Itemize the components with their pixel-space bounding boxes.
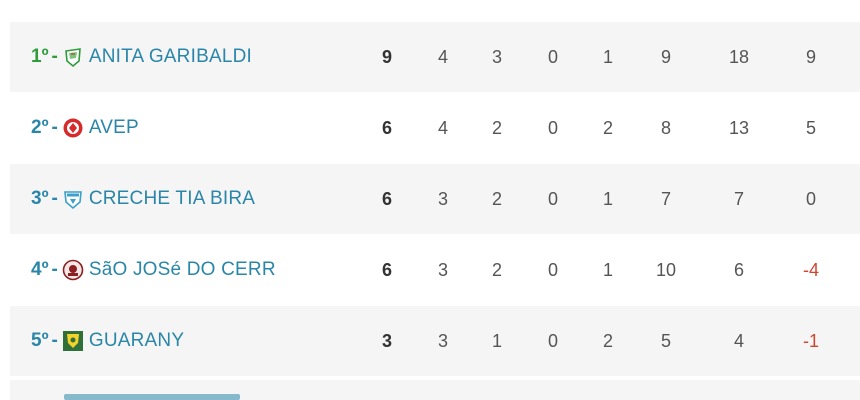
separator: - xyxy=(51,46,58,67)
draws: 0 xyxy=(547,46,558,67)
goals-for: 5 xyxy=(660,330,671,351)
losses: 2 xyxy=(602,330,613,351)
cut-off-row-content xyxy=(64,394,240,400)
goals-against: 18 xyxy=(728,46,750,67)
standings-table: 1º - ANITA GARIBALDI 9 4 3 0 1 9 18 9 2º… xyxy=(10,22,860,377)
goals-against: 6 xyxy=(733,259,744,280)
team-name: AVEP xyxy=(88,117,139,138)
goal-difference: 5 xyxy=(805,117,816,138)
team-cell[interactable]: 3º - CRECHE TIA BIRA xyxy=(31,188,255,210)
guarany-crest-icon xyxy=(62,331,83,351)
team-cell[interactable]: 5º - GUARANY xyxy=(31,330,184,352)
draws: 0 xyxy=(547,188,558,209)
draws: 0 xyxy=(547,117,558,138)
wins: 2 xyxy=(491,259,502,280)
games: 4 xyxy=(437,46,448,67)
position: 2º xyxy=(31,117,49,138)
games: 4 xyxy=(437,117,448,138)
points: 6 xyxy=(381,188,392,209)
table-row: 1º - ANITA GARIBALDI 9 4 3 0 1 9 18 9 xyxy=(10,22,860,93)
points: 6 xyxy=(381,117,392,138)
table-row: 2º - AVEP 6 4 2 0 2 8 13 5 xyxy=(10,93,860,164)
draws: 0 xyxy=(547,330,558,351)
goals-against: 13 xyxy=(728,117,750,138)
goal-difference: 9 xyxy=(805,46,816,67)
points: 9 xyxy=(381,46,392,67)
position: 4º xyxy=(31,259,49,280)
table-row: 5º - GUARANY 3 3 1 0 2 5 4 -1 xyxy=(10,306,860,377)
wins: 2 xyxy=(491,188,502,209)
team-name: CRECHE TIA BIRA xyxy=(88,188,256,209)
points: 3 xyxy=(381,330,392,351)
goals-for: 8 xyxy=(660,117,671,138)
anita-garibaldi-crest-icon xyxy=(64,48,81,68)
team-name: SãO JOSé DO CERR xyxy=(88,259,276,280)
goals-against: 4 xyxy=(733,330,744,351)
goals-for: 7 xyxy=(660,188,671,209)
wins: 2 xyxy=(491,117,502,138)
goals-against: 7 xyxy=(733,188,744,209)
separator: - xyxy=(51,117,58,138)
position: 5º xyxy=(31,330,49,351)
goal-difference: -4 xyxy=(802,259,819,280)
losses: 2 xyxy=(602,117,613,138)
separator: - xyxy=(51,330,58,351)
points: 6 xyxy=(381,259,392,280)
separator: - xyxy=(51,259,58,280)
goal-difference: -1 xyxy=(802,330,819,351)
sao-jose-crest-icon xyxy=(62,259,84,281)
table-row: 4º - SãO JOSé DO CERR 6 3 2 0 1 10 6 -4 xyxy=(10,235,860,306)
position: 1º xyxy=(31,46,49,67)
table-row: 3º - CRECHE TIA BIRA 6 3 2 0 1 7 7 0 xyxy=(10,164,860,235)
games: 3 xyxy=(437,259,448,280)
team-name: GUARANY xyxy=(88,330,185,351)
separator: - xyxy=(51,188,58,209)
team-name: ANITA GARIBALDI xyxy=(88,46,252,67)
games: 3 xyxy=(437,188,448,209)
goals-for: 9 xyxy=(660,46,671,67)
table-row-partial xyxy=(10,380,860,400)
losses: 1 xyxy=(602,259,613,280)
goal-difference: 0 xyxy=(805,188,816,209)
avep-crest-icon xyxy=(63,118,83,138)
team-cell[interactable]: 1º - ANITA GARIBALDI xyxy=(31,46,252,68)
losses: 1 xyxy=(602,46,613,67)
creche-tia-bira-crest-icon xyxy=(63,191,82,210)
draws: 0 xyxy=(547,259,558,280)
losses: 1 xyxy=(602,188,613,209)
wins: 1 xyxy=(491,330,502,351)
position: 3º xyxy=(31,188,49,209)
team-cell[interactable]: 4º - SãO JOSé DO CERR xyxy=(31,259,276,281)
goals-for: 10 xyxy=(655,259,677,280)
games: 3 xyxy=(437,330,448,351)
team-cell[interactable]: 2º - AVEP xyxy=(31,117,139,139)
wins: 3 xyxy=(491,46,502,67)
